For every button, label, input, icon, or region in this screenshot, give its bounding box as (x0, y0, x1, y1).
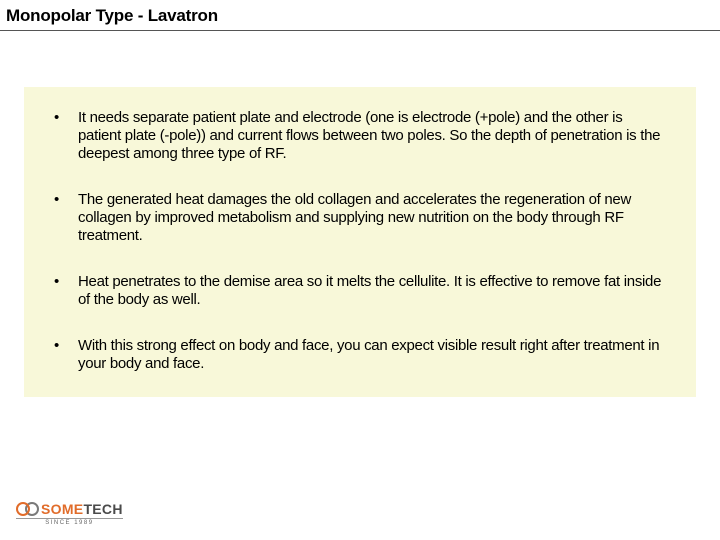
bullet-mark: • (52, 109, 78, 163)
bullet-mark: • (52, 273, 78, 309)
title-divider (0, 30, 720, 31)
logo-ring-1-icon (16, 502, 30, 516)
logo-rings-icon (16, 502, 39, 516)
bullet-item: • With this strong effect on body and fa… (52, 337, 668, 373)
bullet-mark: • (52, 337, 78, 373)
bullet-item: • The generated heat damages the old col… (52, 191, 668, 245)
bullet-text: Heat penetrates to the demise area so it… (78, 273, 668, 309)
logo-some: SOME (41, 501, 83, 517)
bullet-item: • Heat penetrates to the demise area so … (52, 273, 668, 309)
bullet-text: With this strong effect on body and face… (78, 337, 668, 373)
bullet-item: • It needs separate patient plate and el… (52, 109, 668, 163)
logo-top-row: SOMETECH (16, 501, 123, 517)
bullet-mark: • (52, 191, 78, 245)
logo-tech: TECH (83, 501, 122, 517)
logo-text: SOMETECH (41, 501, 123, 517)
logo-tagline: SINCE 1989 (16, 518, 123, 526)
bullet-text: The generated heat damages the old colla… (78, 191, 668, 245)
bullet-text: It needs separate patient plate and elec… (78, 109, 668, 163)
slide-title: Monopolar Type - Lavatron (0, 0, 720, 26)
content-box: • It needs separate patient plate and el… (24, 87, 696, 397)
brand-logo: SOMETECH SINCE 1989 (16, 501, 123, 526)
